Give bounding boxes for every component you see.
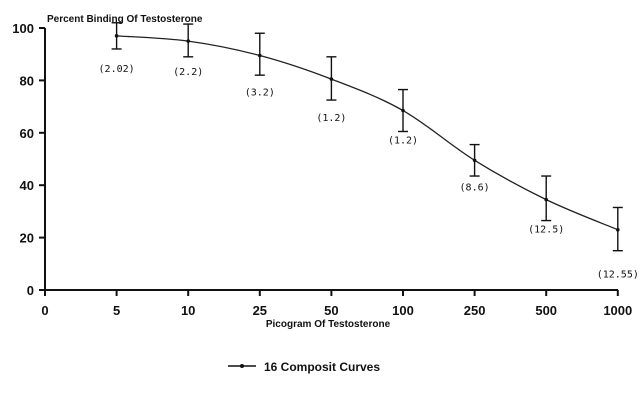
y-tick-label: 60 — [20, 126, 34, 141]
series-line — [116, 35, 619, 231]
x-tick-label: 5 — [113, 303, 120, 318]
x-tick-label: 25 — [253, 303, 267, 318]
point-label: (12.5) — [528, 225, 564, 236]
point-label: (1.2) — [388, 136, 418, 147]
x-tick-label: 10 — [181, 303, 195, 318]
data-point — [114, 34, 119, 38]
data-point — [472, 158, 477, 163]
data-point — [186, 39, 190, 43]
x-tick-label: 100 — [392, 303, 414, 318]
data-point — [401, 108, 405, 113]
y-axis-title: Percent Binding Of Testosterone — [47, 14, 203, 25]
y-tick-label: 0 — [27, 283, 34, 298]
y-tick-label: 20 — [20, 231, 34, 246]
x-tick-label: 50 — [324, 303, 338, 318]
legend-label: 16 Composit Curves — [264, 360, 380, 374]
y-ticks: 0 20 40 60 80 100 — [12, 21, 45, 298]
point-label: (8.6) — [460, 182, 490, 193]
point-label: (1.2) — [316, 113, 346, 124]
point-label: (3.2) — [245, 88, 275, 99]
x-tick-label: 250 — [464, 303, 486, 318]
series-layer: (2.02) (2.2) (3.2) (1.2) (1.2) (8.6) (12.5) (12… — [99, 22, 639, 281]
y-tick-label: 40 — [20, 178, 34, 193]
y-tick-label: 100 — [12, 21, 34, 36]
data-point — [329, 77, 334, 81]
x-axis-title: Picogram Of Testosterone — [266, 319, 391, 330]
data-point — [616, 227, 620, 232]
data-point — [544, 197, 548, 202]
x-tick-label: 500 — [535, 303, 557, 318]
x-ticks: 0 5 10 25 50 100 250 500 1000 — [41, 290, 632, 318]
data-point — [258, 53, 262, 58]
x-tick-label: 0 — [41, 303, 48, 318]
point-label: (2.02) — [99, 64, 135, 75]
point-label: (2.2) — [173, 67, 203, 78]
legend-marker — [240, 364, 244, 368]
x-tick-label: 1000 — [603, 303, 632, 318]
y-tick-label: 80 — [20, 73, 34, 88]
point-label: (12.55) — [597, 270, 639, 281]
legend: 16 Composit Curves — [228, 360, 380, 374]
